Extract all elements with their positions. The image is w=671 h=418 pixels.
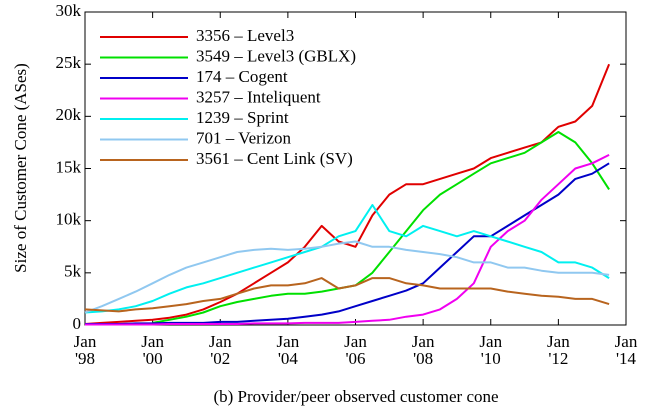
x-tick-label: Jan '04 <box>277 332 300 368</box>
y-tick-label: 15k <box>56 157 82 176</box>
legend-label: 3257 – Inteliquent <box>196 87 321 106</box>
y-tick-label: 0 <box>73 314 82 333</box>
y-axis-label: Size of Customer Cone (ASes) <box>11 63 30 273</box>
legend-label: 174 – Cogent <box>196 67 288 86</box>
x-tick-label: Jan '10 <box>479 332 502 368</box>
y-tick-label: 20k <box>56 105 82 124</box>
series-line <box>84 240 610 314</box>
x-tick-label: Jan '98 <box>74 332 97 368</box>
caption: (b) Provider/peer observed customer cone <box>213 387 498 406</box>
legend-label: 701 – Verizon <box>196 128 292 147</box>
series-line <box>84 277 610 313</box>
legend-label: 3561 – Cent Link (SV) <box>196 149 353 168</box>
series-line <box>85 154 610 326</box>
x-tick-label: Jan '00 <box>141 332 164 368</box>
y-tick-label: 25k <box>56 53 82 72</box>
legend-label: 3356 – Level3 <box>196 26 294 45</box>
series-line <box>152 131 610 324</box>
x-tick-label: Jan '02 <box>209 332 232 368</box>
y-tick-label: 30k <box>56 1 82 20</box>
series-line <box>84 204 610 314</box>
x-tick-label: Jan '08 <box>412 332 435 368</box>
x-tick-label: Jan '14 <box>615 332 638 368</box>
legend-label: 1239 – Sprint <box>196 108 289 127</box>
series-line <box>85 162 610 325</box>
series-line <box>84 63 611 325</box>
x-tick-label: Jan '12 <box>547 332 570 368</box>
y-tick-label: 10k <box>56 210 82 229</box>
legend-label: 3549 – Level3 (GBLX) <box>196 46 356 65</box>
y-tick-label: 5k <box>64 262 82 281</box>
x-tick-label: Jan '06 <box>344 332 367 368</box>
